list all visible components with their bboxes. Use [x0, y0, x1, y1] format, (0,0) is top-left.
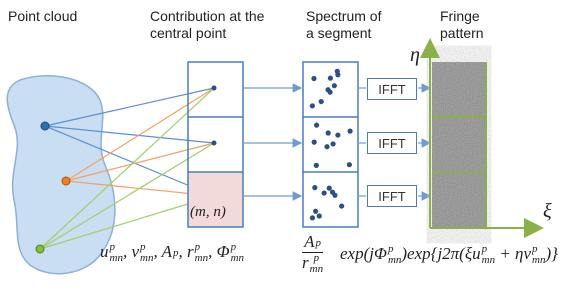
spectrum-dot: [319, 99, 324, 104]
scripts: pmn: [388, 244, 401, 266]
subscript: mn: [482, 255, 495, 266]
spectrum-dot: [335, 132, 340, 137]
spectrum-dot: [313, 209, 318, 214]
point-green: [36, 245, 44, 253]
diagram: Point cloud Contribution at thecentral p…: [0, 0, 570, 290]
spectrum-column: [303, 62, 358, 227]
spectrum-dot: [332, 193, 337, 198]
spectrum-dot: [317, 213, 322, 218]
math-text: , A: [153, 242, 172, 261]
spectrum-dot: [314, 163, 319, 168]
subscript: mn: [195, 253, 208, 264]
subscript: mn: [231, 253, 244, 264]
spectrum-dot: [332, 83, 337, 88]
math-text: , r: [179, 242, 194, 261]
fringe-noise: [432, 62, 486, 227]
spectrum-dot: [312, 185, 317, 190]
math-text: r: [302, 253, 309, 272]
formula-fraction: Ap rpmn: [302, 232, 323, 275]
spectrum-dot: [328, 76, 333, 81]
ifft-box: IFFT: [367, 78, 417, 100]
spectrum-dot: [324, 144, 329, 149]
spectrum-dot: [314, 123, 319, 128]
axis-eta: η: [410, 44, 420, 67]
spectrum-dot: [310, 103, 315, 108]
point-cloud-blob: [7, 76, 115, 274]
math-text: Φ: [374, 244, 387, 263]
contribution-dot: [212, 86, 217, 91]
spectrum-dot: [322, 190, 327, 195]
heading-line: a segment: [306, 25, 381, 42]
subscript: mn: [388, 255, 401, 266]
heading-line: Fringe: [440, 8, 484, 25]
spectrum-dot: [347, 129, 352, 134]
spectrum-dot: [347, 162, 352, 167]
contribution-dot: [212, 141, 217, 146]
subscript: mn: [532, 255, 545, 266]
spectrum-dots: [310, 69, 353, 221]
ifft-box: IFFT: [367, 132, 417, 154]
heading: Point cloud: [8, 8, 77, 25]
spectrum-dot: [311, 76, 316, 81]
heading-line: Point cloud: [8, 8, 77, 25]
spectrum-dot: [325, 87, 330, 92]
math-text: exp(j: [340, 244, 374, 263]
heading-line: pattern: [440, 25, 484, 42]
axis-xi: ξ: [543, 200, 552, 223]
math-text: )exp{j2π(ξu: [401, 244, 480, 263]
spectrum-dot: [327, 186, 332, 191]
math-text: + ηv: [495, 244, 531, 263]
cell-label: (m, n): [190, 204, 226, 221]
subscript: mn: [110, 253, 123, 264]
spectrum-dot: [310, 215, 315, 220]
subscript: mn: [140, 253, 153, 264]
math-text: )}: [545, 244, 557, 263]
math-text: , Φ: [208, 242, 229, 261]
math-text: , v: [123, 242, 139, 261]
spectrum-dot: [339, 203, 344, 208]
math-text: A: [304, 232, 314, 251]
spectrum-dot: [312, 140, 317, 145]
point-orange: [62, 177, 70, 185]
heading-line: Spectrum of: [306, 8, 381, 25]
subscript: p: [315, 238, 321, 249]
math-text: u: [100, 242, 109, 261]
heading-line: central point: [150, 25, 264, 42]
spectrum-dot: [335, 72, 340, 77]
ifft-box: IFFT: [367, 185, 417, 207]
heading-line: Contribution at the: [150, 8, 264, 25]
spectrum-dot: [330, 141, 335, 146]
scripts: p: [315, 238, 321, 249]
point-blue: [41, 122, 49, 130]
subscript: mn: [310, 264, 323, 275]
spectrum-dot: [326, 130, 331, 135]
